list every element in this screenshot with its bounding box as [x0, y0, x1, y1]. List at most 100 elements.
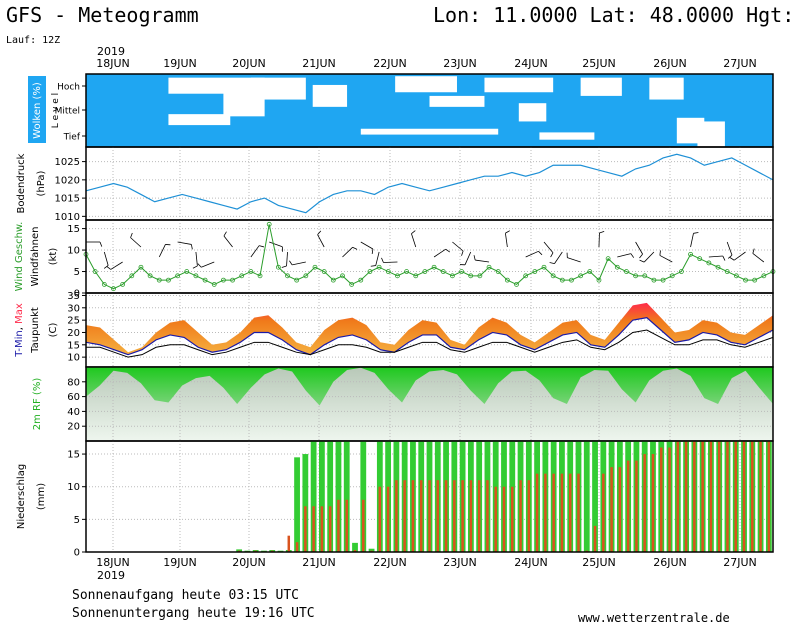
chart-title: GFS - Meteogramm — [6, 3, 199, 27]
wind-speed-point — [156, 277, 162, 283]
date-label-20jun: 20JUN — [232, 57, 266, 70]
y-tick-label: 1010 — [55, 212, 80, 223]
precip-convective-bar — [469, 480, 473, 552]
date-label-19jun: 19JUN — [163, 556, 197, 569]
precip-convective-bar — [378, 486, 382, 552]
wind-speed-point — [514, 282, 519, 287]
wind-barb-flag — [130, 232, 133, 238]
precip-convective-bar — [304, 506, 307, 552]
precip-convective-bar — [635, 460, 638, 552]
precip-convective-bar — [502, 486, 506, 552]
y-tick-label: 80 — [67, 377, 80, 388]
precip-convective-bar — [461, 480, 464, 552]
wind-barb-flag — [639, 253, 643, 259]
precip-total-bar — [368, 548, 375, 552]
wind-speed-point — [101, 282, 107, 287]
wind-speed-point — [175, 273, 181, 279]
level-axis-label: L e v e l — [51, 93, 61, 128]
date-label-25jun: 25JUN — [582, 556, 616, 569]
precip-total-bar — [310, 441, 317, 552]
level-tief: Tief — [63, 133, 81, 143]
wind-speed-point — [743, 277, 748, 283]
y-tick-label: 10 — [67, 353, 80, 364]
date-label-19jun: 19JUN — [163, 57, 197, 70]
dewpoint-line — [86, 329, 774, 358]
precip-convective-bar — [411, 480, 415, 552]
wind-barb-flag — [473, 255, 476, 261]
y-tick-label: 0 — [74, 548, 80, 559]
precip-total-bar — [319, 441, 325, 552]
wind-speed-point — [349, 282, 355, 287]
date-label-22jun: 22JUN — [373, 556, 407, 569]
wind-speed-point — [395, 273, 400, 279]
precip-convective-bar — [560, 473, 564, 552]
wind-barb — [195, 251, 198, 266]
tmin-line — [85, 317, 774, 356]
wind-barb-flag — [550, 252, 554, 258]
pressure-line — [85, 153, 774, 214]
wind-speed-point — [651, 277, 657, 283]
sunset-text: Sonnenuntergang heute 19:16 UTC — [72, 606, 315, 621]
wind-barb — [201, 261, 215, 268]
clear-sky-patch — [250, 77, 306, 100]
pressure-unit-label: (hPa) — [36, 170, 47, 196]
wind-barb-flag — [411, 230, 416, 234]
precip-convective-bar — [403, 480, 406, 552]
wind-barb-flag — [259, 245, 265, 248]
wind-speed-point — [275, 264, 281, 270]
y-tick-label: 5 — [74, 515, 80, 526]
precip-total-bar — [343, 441, 350, 552]
precip-convective-bar — [709, 441, 713, 552]
wind-barb-flag — [538, 251, 543, 256]
wind-speed-point — [257, 273, 263, 279]
wind-barb — [475, 259, 490, 263]
wind-barb — [452, 241, 464, 252]
y-tick-label: 15 — [67, 224, 80, 235]
wind-speed-point — [468, 273, 474, 279]
wind-barb — [464, 251, 472, 265]
precip-convective-bar — [759, 441, 762, 552]
wind-barb — [708, 255, 723, 258]
wind-barb — [269, 241, 283, 248]
precip-convective-bar — [395, 480, 398, 552]
wind-speed-point — [624, 269, 629, 274]
wind-barb — [554, 251, 563, 264]
date-label-23jun: 23JUN — [443, 57, 477, 70]
y-tick-label: 10 — [67, 482, 80, 493]
wind-barb — [659, 255, 673, 263]
precip-convective-bar — [610, 467, 613, 552]
wind-speed-point — [679, 269, 684, 274]
wind-unit-label: (kt) — [48, 248, 59, 266]
wind-speed-point — [166, 277, 171, 283]
wind-barb-flag — [192, 265, 198, 269]
wind-speed-point — [587, 269, 593, 274]
precip-convective-bar — [668, 447, 671, 552]
clear-sky-patch — [395, 76, 457, 93]
precip-convective-bar — [353, 550, 357, 552]
wind-barb-flag — [223, 231, 227, 237]
temperature-axis-label: T-Min, Max — [14, 303, 25, 358]
year-top: 2019 — [97, 45, 125, 58]
wind-speed-point — [605, 256, 611, 262]
y-tick-label: 40 — [67, 407, 80, 418]
wind-speed-point — [248, 269, 254, 274]
coordinates: Lon: 11.0000 Lat: 48.0000 Hgt: 6 — [433, 3, 800, 27]
clear-sky-patch — [697, 121, 725, 147]
precip-convective-bar — [693, 441, 696, 552]
y-tick-label: 15 — [67, 340, 80, 351]
wind-speed-point — [413, 273, 419, 279]
y-tick-label: 1020 — [55, 175, 80, 186]
website-link[interactable]: www.wetterzentrale.de — [578, 611, 730, 625]
y-tick-label: 20 — [67, 422, 80, 433]
precip-convective-bar — [419, 480, 423, 552]
wind-barb — [726, 241, 733, 256]
precip-convective-bar — [568, 473, 572, 552]
precip-convective-bar — [477, 480, 481, 552]
wind-barb-flag — [352, 246, 358, 250]
wind-barb-flag — [639, 259, 645, 263]
precip-convective-bar — [767, 441, 771, 552]
wind-barb-flag — [99, 241, 103, 247]
cloud-label-bg — [28, 76, 46, 143]
wind-barb-flag — [370, 265, 376, 267]
wind-barb-flag — [505, 230, 510, 234]
